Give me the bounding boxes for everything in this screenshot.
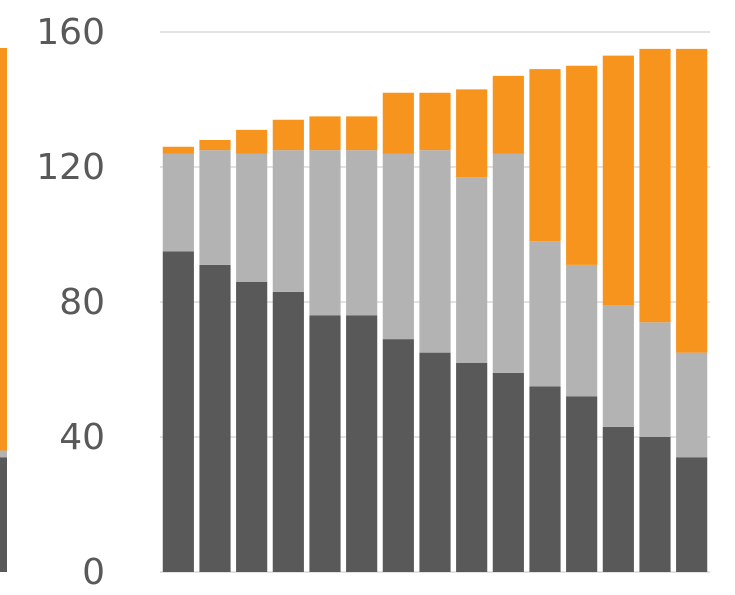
bar-segment-15-3 <box>676 48 708 353</box>
bar-segment-1-1 <box>162 251 194 572</box>
bar-segment-13-2 <box>602 305 634 427</box>
bar-segment-12-1 <box>566 396 598 572</box>
bar-segment-3-3 <box>236 129 268 154</box>
bar-segment-4-3 <box>272 119 304 151</box>
bar-segment-11-1 <box>529 386 561 572</box>
bar-segment-7-2 <box>382 153 414 340</box>
bar-segment-5-2 <box>309 150 341 316</box>
bar-segment-10-2 <box>492 153 524 373</box>
bar-segment-6-3 <box>346 116 378 151</box>
left-fragment-segment-1 <box>0 457 7 572</box>
bar-segment-10-1 <box>492 372 524 572</box>
bar-segment-8-1 <box>419 352 451 572</box>
bar-segment-5-3 <box>309 116 341 151</box>
bar-segment-8-3 <box>419 92 451 151</box>
bar-segment-3-1 <box>236 281 268 572</box>
bar-segment-15-2 <box>676 352 708 458</box>
bar-segment-11-2 <box>529 241 561 387</box>
bar-segment-2-2 <box>199 150 231 265</box>
bar-segment-9-1 <box>456 362 488 572</box>
bar-segment-14-2 <box>639 322 671 437</box>
y-tick-label: 120 <box>36 147 105 188</box>
left-fragment-segment-2 <box>0 450 7 458</box>
bar-segment-1-3 <box>162 146 194 154</box>
bars <box>162 48 708 572</box>
y-tick-label: 160 <box>36 12 105 53</box>
bar-segment-9-2 <box>456 177 488 363</box>
bar-segment-1-2 <box>162 153 194 252</box>
bar-segment-3-2 <box>236 153 268 282</box>
bar-segment-5-1 <box>309 315 341 572</box>
y-tick-label: 40 <box>59 417 105 458</box>
bar-segment-2-1 <box>199 264 231 572</box>
bar-segment-4-2 <box>272 150 304 292</box>
bar-segment-9-3 <box>456 89 488 178</box>
bar-segment-12-2 <box>566 264 598 397</box>
bar-segment-11-3 <box>529 69 561 242</box>
bar-segment-12-3 <box>566 65 598 265</box>
y-axis-tick-labels: 0 40 80 120 160 <box>36 12 105 593</box>
left-fragment-segment-3 <box>0 48 7 451</box>
y-tick-label: 80 <box>59 282 105 323</box>
bar-segment-2-3 <box>199 140 231 151</box>
y-tick-label: 0 <box>82 552 105 593</box>
bar-segment-7-1 <box>382 339 414 572</box>
bar-segment-4-1 <box>272 291 304 572</box>
bar-segment-13-3 <box>602 55 634 306</box>
bar-segment-14-3 <box>639 48 671 323</box>
bar-segment-10-3 <box>492 75 524 154</box>
bar-segment-15-1 <box>676 457 708 572</box>
left-partial-bar <box>0 48 7 572</box>
bar-segment-6-2 <box>346 150 378 316</box>
bar-segment-7-3 <box>382 92 414 154</box>
bar-segment-8-2 <box>419 150 451 353</box>
bar-segment-13-1 <box>602 426 634 572</box>
bar-segment-6-1 <box>346 315 378 572</box>
bar-segment-14-1 <box>639 437 671 572</box>
